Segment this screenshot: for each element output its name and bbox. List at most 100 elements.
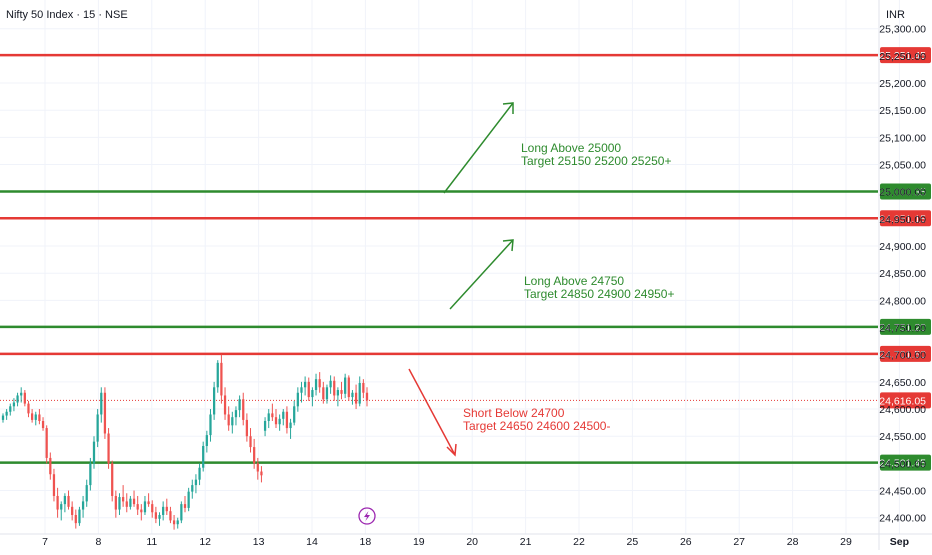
candle-body — [169, 511, 172, 521]
candle-body — [333, 380, 336, 396]
candle-body — [245, 419, 249, 437]
candle-body — [45, 428, 48, 458]
level-price-badge — [880, 318, 931, 335]
candle-body — [103, 392, 107, 434]
candle-body — [165, 506, 168, 512]
candle-body — [162, 506, 165, 515]
candle-body — [121, 497, 125, 502]
x-tick-label: 13 — [253, 536, 265, 548]
candle-body — [147, 501, 150, 505]
candle-body — [143, 501, 147, 513]
candle-body — [209, 414, 212, 436]
candle-body — [216, 362, 219, 388]
candle-body — [154, 512, 158, 519]
candle-body — [107, 433, 110, 464]
candle-body — [34, 414, 37, 420]
candle-body — [347, 377, 350, 398]
candle-body — [198, 467, 201, 480]
candle-body — [183, 504, 187, 508]
symbol-title[interactable]: Nifty 50 Index · 15 · NSE — [6, 9, 128, 21]
candle-body — [249, 436, 252, 448]
candle-body — [205, 435, 208, 446]
candle-body — [114, 495, 117, 510]
annotation-long-25000-line1: Long Above 25000 — [521, 141, 621, 155]
annotation-long-24750-line2: Target 24850 24900 24950+ — [524, 287, 674, 301]
candle-body — [271, 413, 274, 418]
x-tick-label: 12 — [199, 536, 211, 548]
x-tick-label: 27 — [733, 536, 745, 548]
candle-body — [49, 457, 52, 475]
y-tick-label: 24,550.00 — [879, 431, 926, 443]
y-tick-label: 25,200.00 — [879, 78, 926, 90]
candle-body — [260, 471, 263, 476]
candle-body — [96, 414, 99, 442]
candle-body — [5, 411, 8, 416]
level-price-label: 24,951.15 — [879, 213, 926, 225]
candle-body — [212, 387, 216, 415]
long-arrow-upper-head — [502, 102, 514, 114]
y-tick-label: 24,700.00 — [879, 350, 926, 362]
candle-body — [23, 392, 26, 404]
candle-body — [289, 422, 292, 429]
candle-body — [322, 387, 325, 400]
candle-body — [253, 447, 256, 464]
candle-body — [202, 445, 205, 468]
candle-body — [85, 485, 88, 502]
candle-body — [30, 413, 34, 420]
candle-body — [16, 395, 19, 403]
candle-body — [358, 382, 361, 404]
x-tick-label: 21 — [520, 536, 532, 548]
candle-body — [351, 392, 354, 398]
candle-body — [307, 381, 310, 398]
candle-body — [38, 414, 41, 421]
x-tick-label: 20 — [466, 536, 478, 548]
level-price-label: 25,000.35 — [879, 187, 926, 199]
candle-body — [56, 495, 59, 510]
annotation-short-24700-line1: Short Below 24700 — [463, 406, 565, 420]
y-tick-label: 24,750.00 — [879, 323, 926, 335]
y-tick-label: 24,500.00 — [879, 458, 926, 470]
currency-label[interactable]: INR — [886, 9, 905, 21]
candle-body — [256, 463, 259, 472]
y-tick-label: 24,850.00 — [879, 268, 926, 280]
x-tick-label: 7 — [42, 536, 48, 548]
y-tick-label: 25,100.00 — [879, 132, 926, 144]
candle-body — [325, 387, 329, 400]
x-tick-label: 22 — [573, 536, 585, 548]
level-price-badge — [880, 47, 931, 64]
lightning-icon[interactable] — [358, 507, 376, 525]
candle-body — [71, 506, 74, 515]
level-price-label: 24,501.45 — [879, 458, 926, 470]
candle-body — [234, 410, 238, 418]
candle-body — [242, 399, 245, 420]
candle-body — [27, 403, 30, 414]
candle-body — [41, 420, 45, 429]
annotation-long-24750-line1: Long Above 24750 — [524, 274, 624, 288]
x-tick-label: 19 — [413, 536, 425, 548]
candle-body — [365, 392, 369, 401]
y-tick-label: 24,950.00 — [879, 214, 926, 226]
y-tick-label: 24,450.00 — [879, 486, 926, 498]
candle-body — [300, 387, 303, 393]
y-tick-label: 24,600.00 — [879, 404, 926, 416]
candle-body — [340, 390, 343, 394]
candle-body — [263, 420, 267, 431]
candle-body — [311, 390, 314, 398]
candle-body — [329, 380, 332, 388]
y-tick-label: 25,000.00 — [879, 187, 926, 199]
candle-body — [223, 395, 227, 415]
x-tick-label: Sep — [890, 536, 909, 548]
candle-body — [118, 497, 121, 510]
candle-body — [172, 520, 176, 525]
x-tick-label: 28 — [787, 536, 799, 548]
last-price-badge — [880, 392, 931, 409]
level-price-label: 24,751.20 — [879, 322, 926, 334]
grid-layer — [0, 0, 900, 534]
candle-body — [282, 411, 285, 419]
level-price-label: 25,251.45 — [879, 50, 926, 62]
candle-body — [81, 501, 85, 510]
candle-body — [336, 390, 340, 396]
